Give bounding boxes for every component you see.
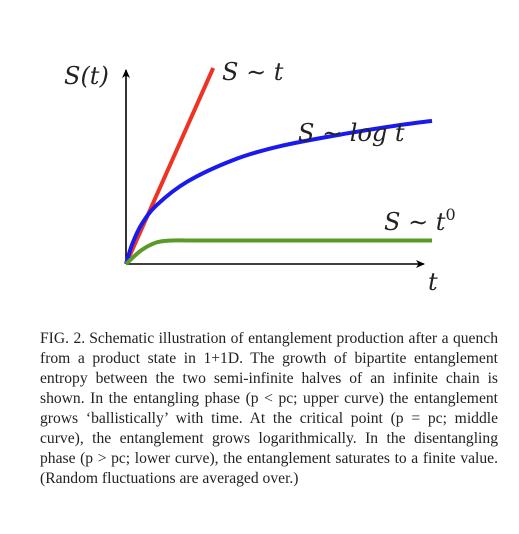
logarithmic-curve <box>124 118 433 265</box>
figure-caption-label: FIG. 2. <box>40 330 86 347</box>
entanglement-growth-chart: S(t) t S ∼ t S ∼ log t S ∼ t0 <box>64 58 456 296</box>
saturating-curve-label-exponent: 0 <box>445 205 455 224</box>
saturating-curve <box>124 238 432 266</box>
figure-caption-text: Schematic illustration of entanglement p… <box>40 330 498 487</box>
saturating-curve-label-base: S ∼ t <box>384 208 446 236</box>
ballistic-curve-label: S ∼ t <box>222 58 284 86</box>
y-axis-label: S(t) <box>64 62 109 90</box>
logarithmic-curve-label: S ∼ log t <box>298 119 405 147</box>
ballistic-curve <box>124 67 216 265</box>
figure-caption: FIG. 2. Schematic illustration of entangl… <box>40 329 498 489</box>
saturating-curve-label: S ∼ t0 <box>384 205 456 236</box>
x-axis-label: t <box>428 268 438 296</box>
